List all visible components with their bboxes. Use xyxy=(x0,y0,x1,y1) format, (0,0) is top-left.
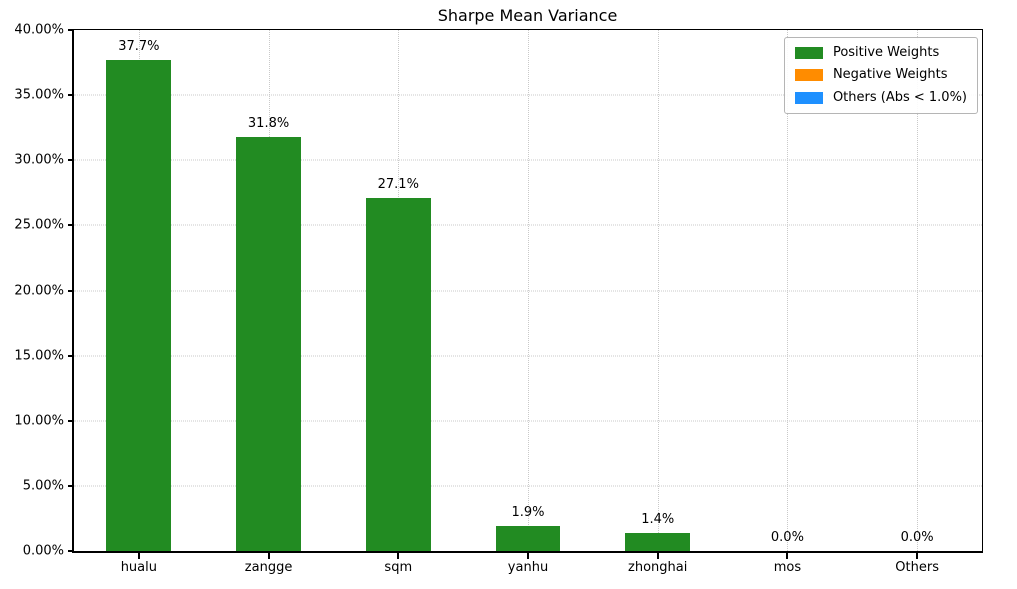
y-tick-label: 5.00% xyxy=(22,478,64,494)
bar-value-label: 37.7% xyxy=(118,38,160,54)
x-tick-mark xyxy=(267,553,270,559)
x-tick-mark xyxy=(397,553,400,559)
legend-entry: Others (Abs < 1.0%) xyxy=(794,89,967,106)
plot-area: 0.00% 5.00% 10.00% 15.00% 20.00% 25.00% 30.00%… xyxy=(14,24,983,574)
legend: Positive Weights Negative Weights Others (… xyxy=(783,37,978,114)
x-tick-label: hualu xyxy=(120,560,157,575)
gridline-vertical xyxy=(657,30,659,551)
x-tick-mark xyxy=(527,553,529,559)
x-tick-label: zhonghai xyxy=(628,560,688,575)
y-tick-mark xyxy=(68,289,74,292)
bar-value-label: 1.9% xyxy=(511,505,545,521)
legend-entry: Negative Weights xyxy=(794,67,967,83)
y-tick-label: 25.00% xyxy=(14,217,64,233)
bar xyxy=(365,198,431,551)
bar-value-label: 1.4% xyxy=(641,511,675,527)
legend-swatch xyxy=(794,69,823,82)
gridline-vertical xyxy=(917,30,919,551)
x-tick-mark xyxy=(786,553,789,559)
legend-label: Positive Weights xyxy=(832,45,940,60)
x-tick-mark xyxy=(656,553,659,559)
y-tick-label: 0.00% xyxy=(22,543,64,559)
y-tick-label: 10.00% xyxy=(14,413,64,429)
legend-swatch xyxy=(794,91,823,104)
x-tick-mark xyxy=(137,553,140,559)
bar-value-label: 27.1% xyxy=(377,177,419,193)
x-tick-label: mos xyxy=(773,560,802,575)
y-tick-mark xyxy=(68,354,74,357)
gridline-vertical xyxy=(528,30,529,551)
y-tick-mark xyxy=(68,419,74,422)
legend-label: Negative Weights xyxy=(832,67,948,83)
y-tick-mark xyxy=(68,94,74,97)
y-tick-mark xyxy=(68,550,74,552)
x-tick-label: zangge xyxy=(244,560,293,575)
bar xyxy=(495,526,561,551)
bar-value-label: 0.0% xyxy=(770,530,804,545)
x-tick-label: yanhu xyxy=(507,560,549,575)
y-tick-mark xyxy=(68,29,74,31)
legend-label: Others (Abs < 1.0%) xyxy=(832,89,967,105)
bar xyxy=(236,136,301,551)
y-tick-mark xyxy=(68,484,74,487)
bar-value-label: 31.8% xyxy=(247,115,290,131)
y-tick-label: 35.00% xyxy=(14,87,64,103)
chart-title: Sharpe Mean Variance xyxy=(437,6,618,25)
x-tick-mark xyxy=(916,553,919,559)
y-tick-label: 40.00% xyxy=(14,22,64,38)
y-tick-label: 30.00% xyxy=(14,152,64,168)
gridline-vertical xyxy=(787,30,789,551)
y-tick-mark xyxy=(68,224,74,227)
bar xyxy=(106,59,172,551)
legend-entry: Positive Weights xyxy=(794,45,967,61)
y-tick-label: 20.00% xyxy=(14,283,64,298)
x-tick-label: Others xyxy=(895,560,939,575)
x-tick-label: sqm xyxy=(384,560,413,575)
y-tick-mark xyxy=(68,159,74,162)
y-tick-label: 15.00% xyxy=(14,348,64,364)
bar xyxy=(625,532,691,551)
legend-swatch xyxy=(794,47,823,60)
bar-value-label: 0.0% xyxy=(900,530,934,545)
